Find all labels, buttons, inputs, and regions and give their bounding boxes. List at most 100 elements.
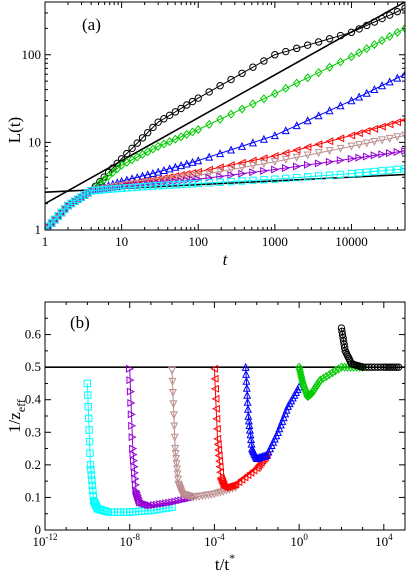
panel-a-series-3-point [354, 129, 363, 138]
panel-a-y-tick-label: 1 [35, 222, 42, 237]
panel-a-series-6-point [183, 180, 191, 188]
panel-a-series-2-point [336, 101, 345, 110]
panel-a-series-6-point [104, 185, 113, 194]
panel-a-series-2-point [171, 162, 180, 171]
panel-a-series-6-point [128, 183, 136, 192]
panel-a-series-0-point [271, 51, 279, 59]
panel-b-series-3-point [215, 457, 224, 466]
panel-a-series-4-point [355, 141, 364, 150]
panel-b-series-3-point [210, 384, 219, 393]
panel-a-series-0-point [109, 164, 117, 172]
panel-a-series-3-point [215, 163, 224, 172]
panel-a-series-0-point [149, 123, 157, 132]
panel-b-series-1-point [126, 364, 135, 373]
panel-b-series-2-point [171, 444, 180, 453]
panel-a-series-6-point [325, 171, 334, 179]
panel-b-ticks: 10-12 10-8 10-4 100 104 0 0.1 0.2 0.3 0.4 0.5 0.6 [25, 302, 405, 549]
panel-b-series-6 [337, 324, 403, 371]
panel-a-series-6-point [144, 182, 152, 191]
panel-a-series-0-point [160, 115, 168, 123]
panel-b-series-3-point [211, 404, 220, 413]
panel-b-series-5-point [337, 362, 346, 372]
panel-a-series-1-point [362, 44, 371, 54]
panel-a-series-6-point [370, 167, 379, 176]
panel-a-series-1-point [378, 35, 386, 46]
panel-a-series-0-point [183, 101, 191, 109]
panel-a-series-6-point [216, 178, 224, 186]
panel-a-series-2-point [237, 141, 247, 150]
panel-a-series-2-point [248, 138, 257, 147]
panel-b-series-6-point [390, 363, 399, 371]
panel-a-series-5-point [393, 147, 402, 157]
panel-b-series-3 [210, 364, 271, 492]
panel-b-series-3-point [212, 414, 221, 423]
panel-a-series-1-point [133, 152, 142, 162]
panel-b-series [45, 324, 405, 516]
panel-a-series-0-point [216, 82, 224, 90]
panel-a-series-2-point [325, 106, 334, 115]
panel-a-series-0-point [144, 128, 152, 137]
panel-a-series-1-point [270, 89, 279, 99]
panel-a-xlabel: t [223, 250, 229, 269]
panel-b-series-1-point [131, 474, 140, 483]
panel-a-series-6-point [123, 184, 131, 192]
panel-a-series-0-point [238, 69, 246, 78]
panel-b-xlabel: t/t* [215, 551, 235, 574]
panel-b-series-4-point [275, 424, 284, 433]
panel-a-series-6-point [282, 174, 290, 183]
panel-b-series-3-point [210, 364, 219, 373]
panel-b-x-tick-label: 10-8 [119, 532, 140, 549]
panel-a-series-5-point [347, 154, 356, 163]
panel-a-series-1-point [154, 141, 163, 151]
panel-a-series-2-point [148, 168, 157, 177]
panel-b-series-3-point [234, 478, 243, 487]
panel-a-series-0-point [347, 28, 356, 37]
panel-b-series-1-point [126, 387, 135, 396]
panel-a-series-3-point [347, 131, 356, 140]
panel-b-series-3-point [210, 374, 219, 383]
panel-b-series-4-point [241, 362, 250, 371]
panel-b-series-3-point [237, 475, 246, 484]
panel-a-series-3-point [336, 134, 345, 143]
panel-a-series-1-point [182, 129, 191, 139]
panel-a-series-0-point [133, 139, 141, 147]
panel-a-series-1-point [205, 119, 214, 130]
panel-a-series-2-point [143, 170, 152, 179]
panel-b-series-4-point [279, 413, 288, 422]
panel-a-series-3-point [259, 154, 268, 163]
panel-b-series-2-point [171, 449, 180, 459]
panel-b-series-2-point [169, 411, 178, 420]
panel-b-series-3-point [253, 462, 262, 471]
panel-a-series-2-point [270, 131, 279, 140]
panel-b-x-tick-label: 104 [375, 532, 393, 549]
panel-a-series-2-point [385, 77, 394, 86]
panel-a-frame [44, 1, 406, 231]
panel-b-series-2-point [170, 422, 179, 431]
panel-a-series-0-point [128, 144, 136, 153]
panel-b-series-4-point [242, 369, 251, 378]
panel-a-series-0-point [188, 97, 197, 106]
panel-a-series-2-point [122, 175, 131, 184]
panel-b-series-5-point [316, 375, 325, 385]
panel-b-series-2-point [168, 366, 177, 375]
panel-b-series-3-point [231, 480, 240, 489]
panel-a-series-1-point [188, 127, 197, 137]
panel-a-series-2-point [188, 157, 197, 166]
panel-a-series-2-point [355, 92, 364, 101]
panel-a-series-6-point [165, 181, 174, 189]
panel-a-series-5-point [216, 172, 225, 181]
panel-b-series-1-point [130, 468, 139, 477]
panel-b-series-4-point [242, 383, 251, 392]
panel-a-series-4-point [216, 167, 225, 176]
panel-a-series-5-point [293, 162, 302, 171]
panel-a-series-6-point [363, 168, 371, 176]
panel-a-series-5-point [260, 166, 269, 175]
panel-a-series-1-point [160, 139, 168, 149]
panel-a-series-6-point [194, 179, 202, 188]
panel-a-series-6-point [249, 176, 257, 185]
panel-b-series-5-point [295, 364, 304, 375]
panel-a-x-tick-label: 1000 [262, 234, 288, 249]
panel-a-series-5-point [282, 163, 291, 172]
panel-a-series-1-point [149, 144, 157, 154]
panel-a-series-2-point [138, 171, 147, 180]
